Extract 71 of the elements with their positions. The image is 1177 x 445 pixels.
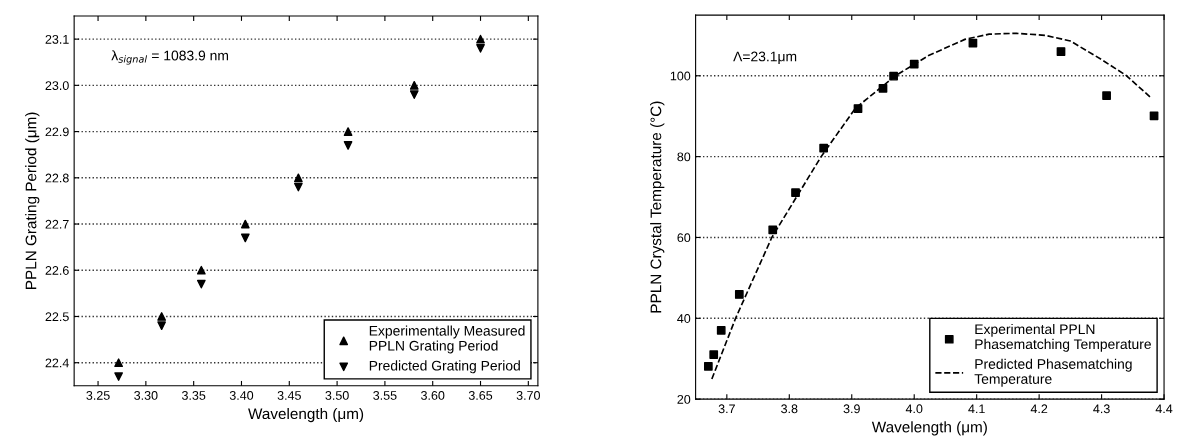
x-tick-label: 3.45	[277, 391, 301, 400]
y-axis-title: PPLN Grating Period (μm)	[25, 112, 40, 289]
x-tick-label: 4.2	[1030, 404, 1048, 414]
point	[157, 312, 167, 321]
x-tick-label: 3.70	[516, 391, 540, 400]
x-tick-label: 3.65	[468, 391, 493, 400]
x-tick-label: 3.50	[325, 391, 349, 400]
y-tick-label: 80	[677, 152, 691, 162]
point	[343, 127, 353, 136]
point	[853, 104, 863, 113]
annotation: λ$_{signal}$ = 1083.9 nm	[111, 50, 229, 65]
y-tick-label: 22.8	[45, 173, 69, 183]
point	[709, 350, 719, 360]
annotation: Λ=23.1μm	[733, 51, 797, 64]
legend-label: Predicted Phasematching Temperature	[974, 358, 1132, 387]
point	[889, 71, 898, 81]
x-tick-label: 4.1	[968, 404, 985, 414]
x-tick-label: 3.8	[781, 404, 798, 414]
x-tick-label: 3.30	[134, 391, 158, 400]
point	[703, 362, 713, 371]
y-tick-label: 22.4	[45, 358, 69, 368]
point	[240, 233, 250, 243]
legend-label: Experimental PPLN Phasematching Temperature	[975, 323, 1151, 352]
point	[157, 321, 167, 331]
x-tick-label: 3.40	[229, 391, 254, 400]
x-tick-label: 3.35	[181, 391, 206, 400]
point	[240, 219, 250, 229]
point	[716, 326, 726, 335]
x-axis-title: Wavelength (μm)	[871, 421, 987, 436]
point	[768, 225, 778, 235]
point	[409, 90, 419, 99]
y-tick-label: 22.5	[45, 312, 69, 322]
y-tick-label: 22.7	[45, 219, 69, 229]
y-tick-label: 60	[677, 233, 691, 243]
point	[114, 372, 123, 381]
legend-label: Experimentally Measured PPLN Grating Period	[369, 325, 525, 354]
y-tick-label: 22.9	[45, 127, 69, 137]
point	[409, 80, 419, 90]
point	[476, 34, 485, 44]
point	[294, 182, 303, 192]
y-tick-label: 40	[677, 314, 691, 323]
point	[734, 290, 744, 299]
y-axis-title: PPLN Crystal Temperature (°C)	[650, 101, 665, 313]
point	[196, 279, 206, 289]
point	[791, 188, 800, 197]
point	[1149, 111, 1159, 121]
y-tick-label: 100	[670, 71, 691, 81]
x-axis-title: Wavelength (μm)	[248, 407, 364, 423]
point	[909, 59, 919, 69]
x-tick-label: 3.60	[421, 391, 445, 400]
x-tick-label: 3.55	[373, 391, 397, 400]
point	[878, 83, 888, 93]
x-tick-label: 4.3	[1093, 404, 1110, 414]
x-tick-label: 3.7	[718, 404, 735, 414]
y-tick-label: 23.1	[45, 34, 69, 44]
legend-label: Predicted Grating Period	[369, 360, 520, 374]
y-tick-label: 22.6	[45, 266, 69, 275]
point	[114, 358, 123, 368]
point	[1102, 91, 1111, 100]
y-tick-label: 23.0	[45, 81, 69, 91]
point	[819, 143, 829, 153]
x-tick-label: 4.4	[1155, 404, 1173, 414]
point	[1056, 47, 1066, 56]
point	[294, 173, 303, 183]
x-tick-label: 3.9	[843, 404, 860, 414]
x-tick-label: 4.0	[905, 404, 923, 414]
point	[343, 141, 353, 150]
point	[196, 265, 206, 275]
x-tick-label: 3.25	[86, 391, 110, 400]
point	[476, 44, 485, 53]
y-tick-label: 20	[677, 394, 691, 404]
